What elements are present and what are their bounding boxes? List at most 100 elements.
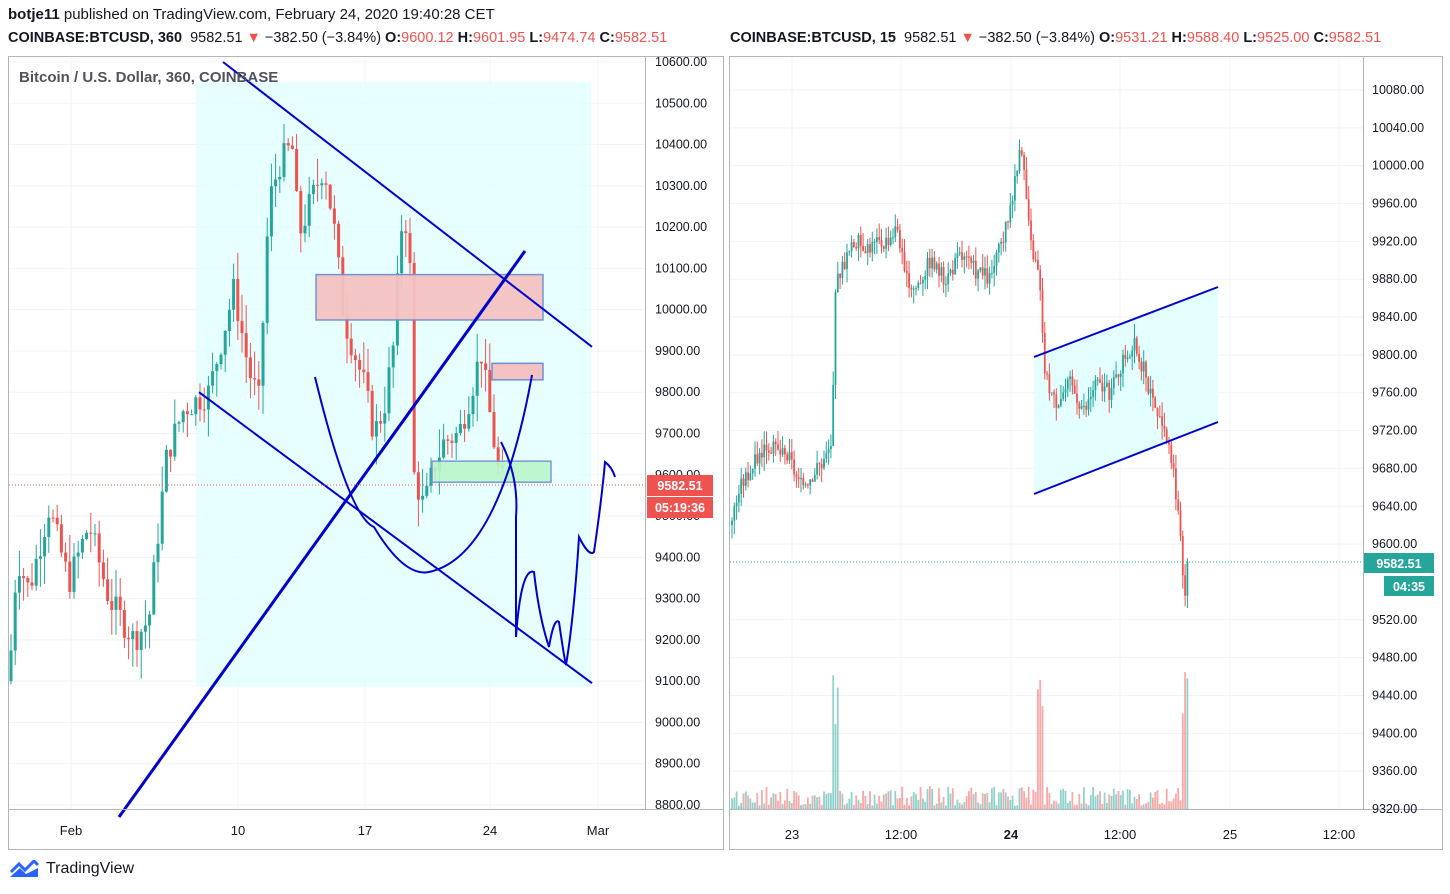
candle-body [751, 468, 754, 474]
volume-bar [876, 803, 878, 809]
price-tick-label: 9880.00 [1372, 272, 1417, 286]
volume-bar [864, 795, 867, 809]
price-tick-label: 10600.00 [655, 57, 707, 69]
candle-body [496, 447, 500, 466]
volume-bar [1071, 792, 1074, 809]
candle-body [823, 458, 825, 469]
price-tick-label: 9720.00 [1372, 424, 1417, 438]
last-price-label-bg [647, 475, 713, 496]
projection-path [500, 441, 616, 666]
candle-body [968, 256, 970, 258]
candle-body [1066, 379, 1069, 389]
volume-bar [1078, 794, 1081, 809]
candle-body [864, 251, 867, 254]
volume-bar [1027, 786, 1030, 809]
time-tick-label: Mar [587, 823, 610, 838]
candle-body [949, 269, 952, 274]
candle-body [928, 257, 931, 269]
volume-bar [1037, 689, 1039, 809]
time-tick-label: 12:00 [1104, 827, 1137, 842]
candle-body [265, 236, 269, 323]
candle-body [1135, 337, 1138, 354]
candle-body [1060, 399, 1062, 406]
candle-body [988, 273, 991, 284]
footer[interactable]: TradingView [10, 860, 134, 878]
volume-bar [940, 802, 943, 809]
candle-body [781, 447, 784, 455]
candle-body [974, 260, 977, 279]
candle-body [484, 363, 488, 370]
right-chart-svg[interactable]: 10080.00 10040.00 10000.00 9960.00 9920.00 98… [730, 57, 1442, 849]
candle-body [797, 477, 800, 480]
volume-bar [795, 792, 798, 809]
candle-body [1145, 361, 1147, 378]
candle-body [1020, 150, 1023, 155]
volume-bar [770, 797, 772, 809]
last-price-label: 9582.51 [657, 479, 702, 493]
volume-bar [984, 793, 986, 809]
channel-upper-line[interactable] [1033, 286, 1219, 358]
volume-bar [756, 792, 759, 809]
candle-body [316, 184, 320, 186]
candle-body [421, 495, 425, 500]
candle-body [1011, 200, 1014, 205]
right-price-axis[interactable]: 10080.00 10040.00 10000.00 9960.00 9920.00 98… [1372, 83, 1424, 816]
volume-bar [738, 805, 740, 809]
candle-body [1124, 354, 1127, 360]
volume-bar [1181, 713, 1184, 809]
time-tick-label: 24 [483, 823, 497, 838]
volume-bar [896, 798, 899, 809]
candle-body [59, 524, 63, 553]
right-chart-pane[interactable]: 10080.00 10040.00 10000.00 9960.00 9920.00 98… [729, 56, 1443, 850]
countdown-label: 05:19:36 [655, 501, 705, 515]
candle-body [1131, 350, 1134, 357]
left-candles [9, 124, 504, 685]
candle-body [1014, 176, 1016, 201]
volume-bar [751, 802, 754, 809]
price-tick-label: 10200.00 [655, 220, 707, 234]
left-price-axis[interactable]: 10600.00 10500.00 10400.00 10300.00 10200.00… [655, 55, 707, 812]
candle-body [793, 459, 795, 475]
candle-body [981, 267, 984, 276]
candle-body [269, 186, 273, 237]
candle-body [896, 226, 899, 231]
candle-body [236, 278, 240, 321]
candle-body [889, 237, 892, 246]
volume-bar [777, 800, 779, 809]
candle-body [404, 231, 408, 234]
right-time-axis[interactable]: 23 12:00 24 12:00 25 12:00 [785, 827, 1356, 842]
candle-body [106, 579, 110, 602]
volume-bar [735, 791, 738, 809]
volume-bar [878, 795, 881, 809]
candle-body [206, 385, 210, 410]
left-drawings [117, 61, 616, 818]
volume-bar [1032, 789, 1035, 809]
volume-bar [1135, 798, 1138, 809]
left-time-axis[interactable]: Feb 10 17 24 Mar [60, 823, 610, 838]
price-tick-label: 9900.00 [655, 344, 700, 358]
volume-bar [970, 787, 973, 809]
last-price-label-bg [1364, 553, 1434, 573]
right-symbol: COINBASE:BTCUSD, 15 [730, 30, 896, 46]
left-chart-svg[interactable]: 10600.00 10500.00 10400.00 10300.00 10200.00… [9, 55, 723, 849]
volume-bar [931, 789, 933, 809]
candle-body [945, 284, 947, 286]
candle-body [307, 194, 311, 226]
candle-body [337, 223, 341, 258]
volume-bar [1076, 804, 1078, 809]
price-tick-label: 10500.00 [655, 96, 707, 110]
candle-body [232, 278, 236, 310]
volume-bar [1039, 680, 1042, 809]
price-tick-label: 9480.00 [1372, 651, 1417, 665]
candle-body [454, 433, 458, 443]
volume-bar [949, 793, 952, 809]
volume-bar [892, 805, 894, 809]
candle-body [1023, 154, 1025, 170]
left-chart-pane[interactable]: 10600.00 10500.00 10400.00 10300.00 10200.00… [8, 55, 724, 850]
candle-body [139, 631, 143, 651]
channel-lower-line[interactable] [1033, 421, 1219, 495]
price-tick-label: 9520.00 [1372, 613, 1417, 627]
price-tick-label: 9200.00 [655, 633, 700, 647]
volume-bar [1106, 802, 1108, 809]
candle-body [892, 237, 894, 239]
